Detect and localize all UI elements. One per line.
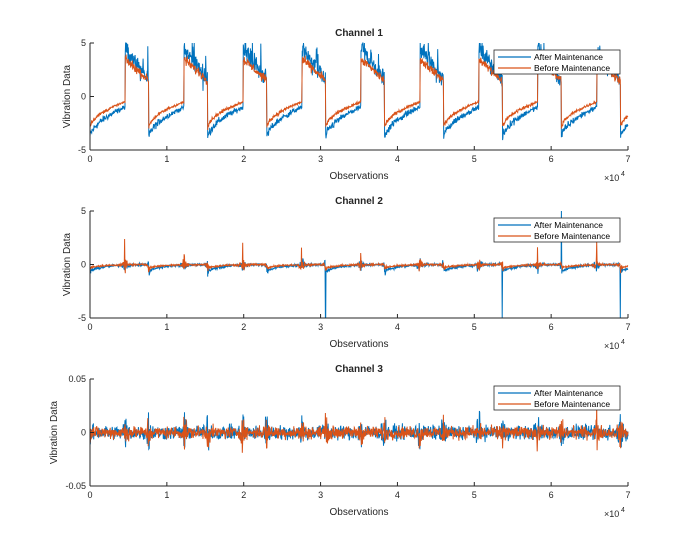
- series-line-before-maintenance: [89, 238, 629, 274]
- legend-entry: Before Maintenance: [534, 63, 610, 73]
- x-tick-label: 6: [549, 154, 554, 164]
- x-exponent-label: ×10: [604, 509, 619, 519]
- x-tick-label: 5: [472, 154, 477, 164]
- x-tick-label: 7: [625, 154, 630, 164]
- y-axis-label: Vibration Data: [62, 232, 73, 296]
- x-tick-label: 5: [472, 322, 477, 332]
- x-tick-label: 0: [87, 490, 92, 500]
- x-tick-label: 0: [87, 322, 92, 332]
- x-tick-label: 2: [241, 322, 246, 332]
- chart-title: Channel 3: [335, 364, 383, 375]
- y-axis-label: Vibration Data: [62, 64, 73, 128]
- series-line-after-maintenance: [89, 410, 629, 451]
- legend-entry: Before Maintenance: [534, 231, 610, 241]
- x-tick-label: 1: [164, 490, 169, 500]
- chart-title: Channel 1: [335, 28, 383, 39]
- series-line-after-maintenance: [89, 42, 629, 141]
- x-tick-label: 4: [395, 490, 400, 500]
- x-exponent-power: 4: [621, 171, 625, 178]
- legend-box: [493, 385, 621, 411]
- x-tick-label: 0: [87, 154, 92, 164]
- x-tick-label: 1: [164, 322, 169, 332]
- y-axis-label: Vibration Data: [49, 400, 60, 464]
- chart-title: Channel 2: [335, 196, 383, 207]
- x-tick-label: 4: [395, 154, 400, 164]
- series-line-before-maintenance: [89, 403, 629, 453]
- y-tick-label: 0: [81, 428, 86, 438]
- y-tick-label: 5: [81, 206, 86, 216]
- y-tick-label: 5: [81, 38, 86, 48]
- x-tick-label: 6: [549, 322, 554, 332]
- x-tick-label: 3: [318, 322, 323, 332]
- x-tick-label: 2: [241, 154, 246, 164]
- y-tick-label: -0.05: [65, 481, 86, 491]
- x-axis-label: Observations: [330, 171, 389, 182]
- x-exponent-label: ×10: [604, 173, 619, 183]
- x-tick-label: 3: [318, 154, 323, 164]
- y-tick-label: 0: [81, 260, 86, 270]
- y-tick-label: -5: [78, 313, 86, 323]
- x-exponent-power: 4: [621, 507, 625, 514]
- legend-box: [493, 49, 621, 75]
- x-axis-label: Observations: [330, 339, 389, 350]
- legend-box: [493, 217, 621, 243]
- subplot-channel-3: Channel 30 1 2 3 4 5 6 7-0.0500.05ObservationsV…: [49, 364, 631, 519]
- legend-entry: After Maintenance: [534, 388, 603, 398]
- x-tick-label: 4: [395, 322, 400, 332]
- y-tick-label: 0: [81, 92, 86, 102]
- x-tick-label: 1: [164, 154, 169, 164]
- subplot-channel-1: Channel 10 1 2 3 4 5 6 7-505ObservationsVibrati…: [62, 28, 631, 183]
- x-tick-label: 7: [625, 322, 630, 332]
- legend-entry: Before Maintenance: [534, 399, 610, 409]
- x-tick-label: 3: [318, 490, 323, 500]
- y-tick-label: -5: [78, 145, 86, 155]
- legend-entry: After Maintenance: [534, 52, 603, 62]
- subplot-channel-2: Channel 20 1 2 3 4 5 6 7-505ObservationsVibrati…: [62, 196, 631, 351]
- x-axis-label: Observations: [330, 507, 389, 518]
- x-exponent-power: 4: [621, 339, 625, 346]
- x-tick-label: 6: [549, 490, 554, 500]
- y-tick-label: 0.05: [68, 374, 86, 384]
- x-exponent-label: ×10: [604, 341, 619, 351]
- x-tick-label: 5: [472, 490, 477, 500]
- x-tick-label: 7: [625, 490, 630, 500]
- legend-entry: After Maintenance: [534, 220, 603, 230]
- x-tick-label: 2: [241, 490, 246, 500]
